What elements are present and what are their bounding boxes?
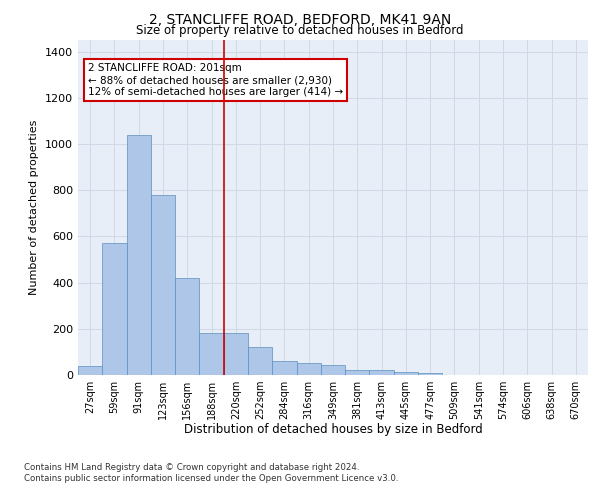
Bar <box>345 370 370 375</box>
Bar <box>78 366 102 375</box>
Bar <box>151 195 175 375</box>
Text: 2 STANCLIFFE ROAD: 201sqm
← 88% of detached houses are smaller (2,930)
12% of se: 2 STANCLIFFE ROAD: 201sqm ← 88% of detac… <box>88 64 343 96</box>
Bar <box>224 334 248 375</box>
Text: Contains public sector information licensed under the Open Government Licence v3: Contains public sector information licen… <box>24 474 398 483</box>
Text: Contains HM Land Registry data © Crown copyright and database right 2024.: Contains HM Land Registry data © Crown c… <box>24 462 359 471</box>
Bar <box>296 364 321 375</box>
Bar <box>272 361 296 375</box>
Bar <box>102 244 127 375</box>
Bar <box>418 373 442 375</box>
Bar <box>127 134 151 375</box>
Bar <box>321 366 345 375</box>
Bar <box>199 334 224 375</box>
Bar <box>394 372 418 375</box>
Text: Distribution of detached houses by size in Bedford: Distribution of detached houses by size … <box>184 422 482 436</box>
Y-axis label: Number of detached properties: Number of detached properties <box>29 120 40 295</box>
Text: 2, STANCLIFFE ROAD, BEDFORD, MK41 9AN: 2, STANCLIFFE ROAD, BEDFORD, MK41 9AN <box>149 12 451 26</box>
Bar <box>370 370 394 375</box>
Bar <box>175 278 199 375</box>
Bar <box>248 348 272 375</box>
Text: Size of property relative to detached houses in Bedford: Size of property relative to detached ho… <box>136 24 464 37</box>
